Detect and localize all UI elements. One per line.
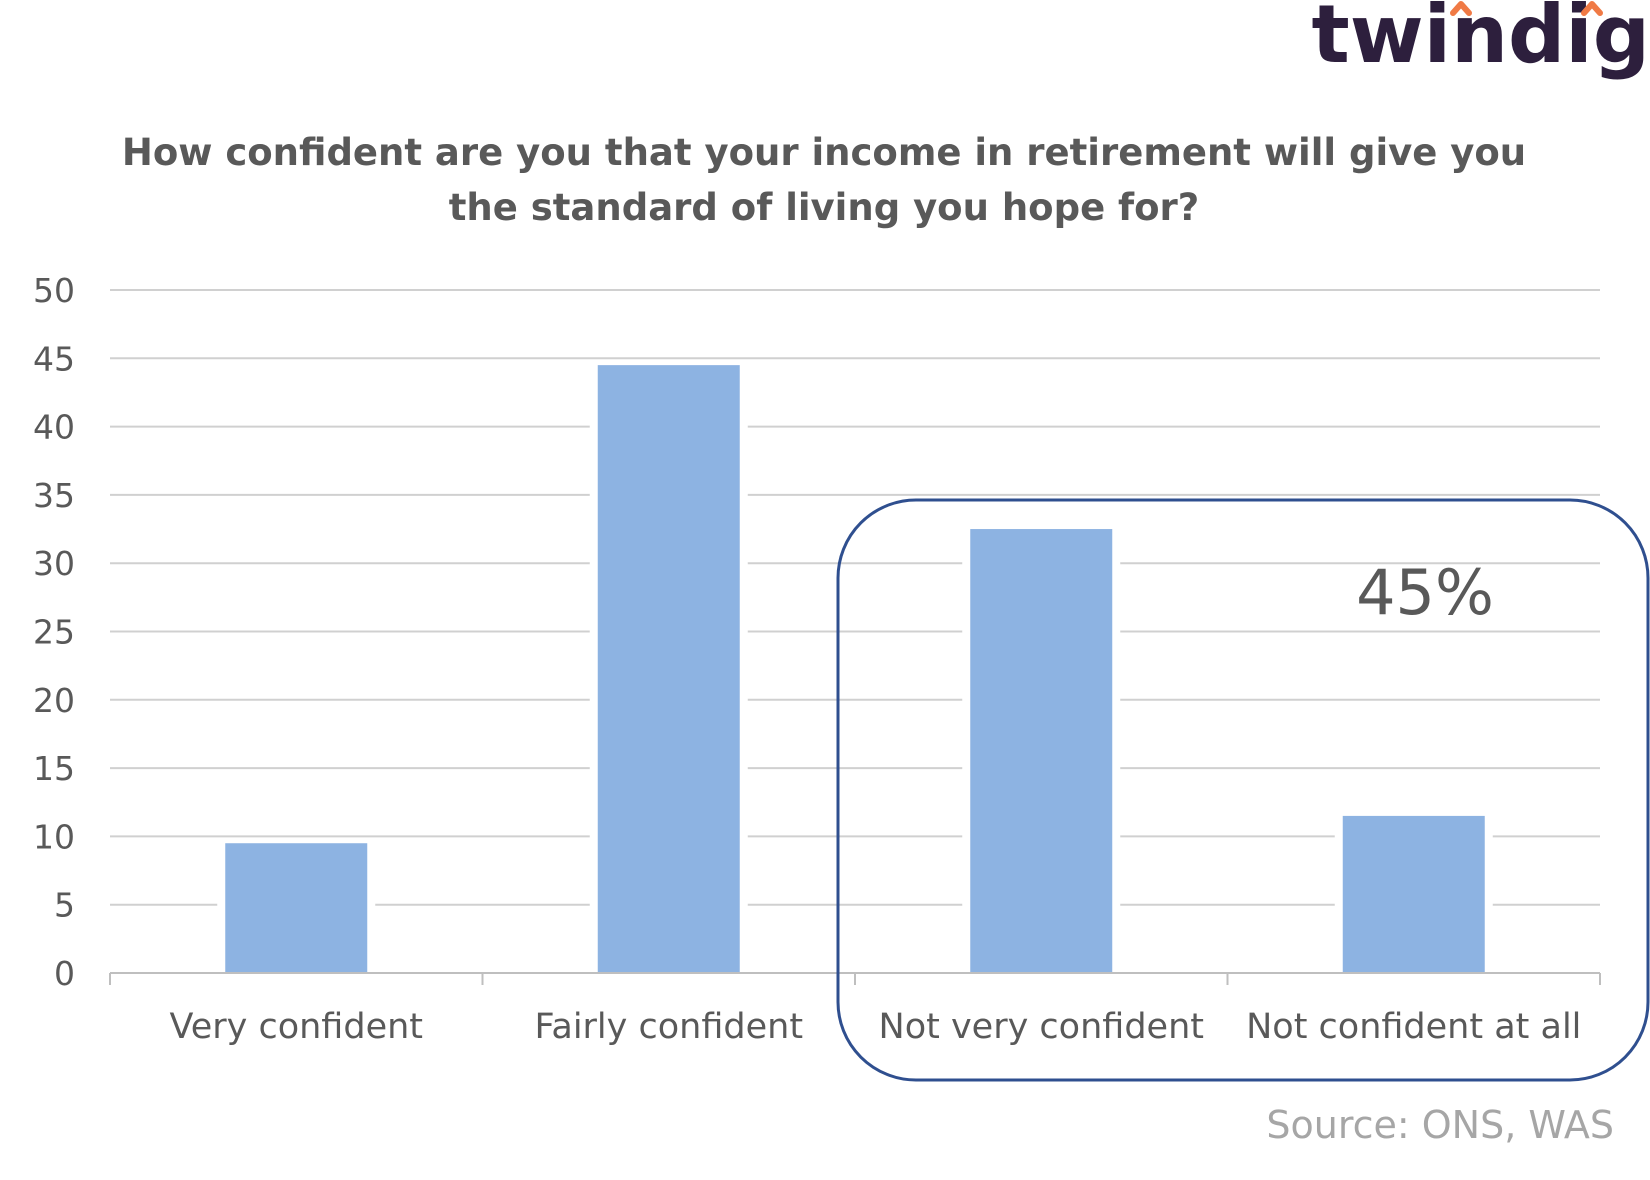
x-category-label: Not very confident [879, 1007, 1204, 1047]
bar [1342, 815, 1485, 973]
logo-accent-icon-2 [1581, 1, 1603, 16]
x-axis [109, 972, 1601, 985]
chart-title-line-2: the standard of living you hope for? [449, 186, 1200, 229]
y-tick-label: 20 [33, 681, 75, 720]
logo-text: twindig [1312, 0, 1650, 81]
y-tick-label: 10 [33, 817, 75, 856]
bar [597, 365, 740, 973]
y-tick-label: 45 [33, 339, 75, 378]
x-category-label: Fairly confident [534, 1007, 803, 1047]
y-tick-label: 35 [33, 476, 75, 515]
logo-accent-icon [1450, 1, 1472, 16]
highlight-box [836, 498, 1650, 1082]
y-tick-label: 25 [33, 613, 75, 652]
y-tick-label: 50 [33, 271, 75, 310]
x-axis-labels: Very confident Fairly confident Not very c… [169, 1007, 1581, 1047]
bars [217, 365, 1493, 973]
source-note: Source: ONS, WAS [1266, 1103, 1614, 1147]
y-axis-ticks: 0 5 10 15 20 25 30 35 40 45 50 [33, 271, 75, 993]
bar [225, 843, 368, 973]
chart-title-line-1: How confident are you that your income i… [122, 131, 1526, 174]
x-category-label: Very confident [169, 1007, 423, 1047]
bar [970, 529, 1113, 973]
y-tick-label: 0 [54, 954, 75, 993]
y-tick-label: 30 [33, 544, 75, 583]
logo: twindig [1312, 0, 1650, 81]
highlight-label: 45% [1356, 556, 1494, 629]
y-tick-label: 40 [33, 408, 75, 447]
y-tick-label: 15 [33, 749, 75, 788]
y-tick-label: 5 [54, 886, 75, 925]
x-category-label: Not confident at all [1246, 1007, 1581, 1047]
